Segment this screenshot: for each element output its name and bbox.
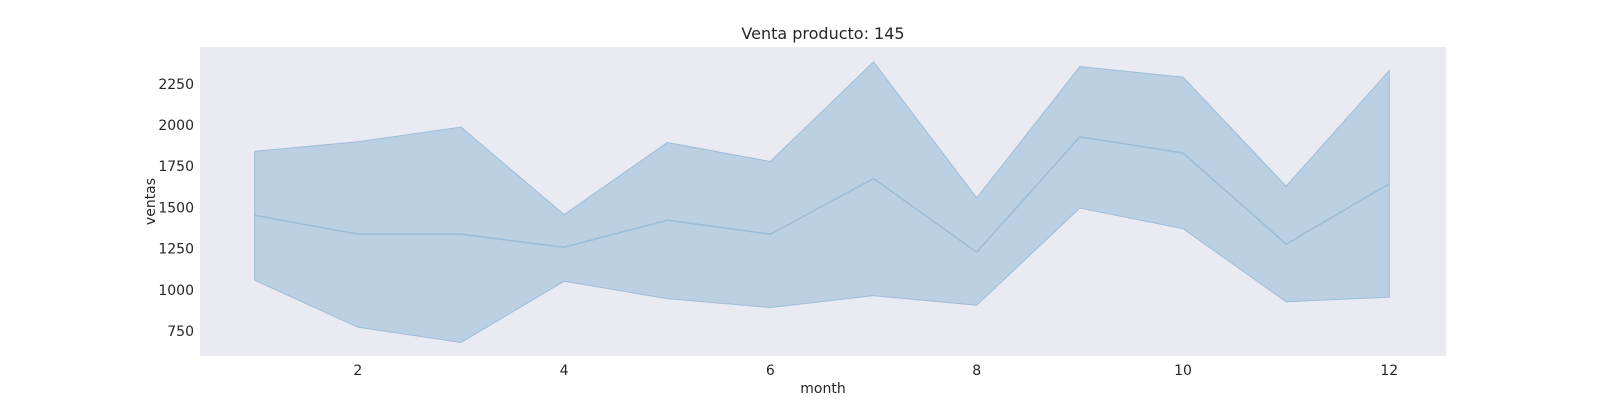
- x-tick-label: 12: [1380, 363, 1398, 379]
- y-tick-label: 2000: [158, 118, 194, 134]
- y-tick-label: 750: [167, 324, 194, 340]
- y-axis-label: ventas: [143, 178, 159, 225]
- x-axis-label: month: [800, 381, 845, 397]
- y-tick-label: 1500: [158, 200, 194, 216]
- confidence-band-0: [254, 61, 1390, 344]
- series-line-0: [254, 135, 1390, 254]
- x-tick-label: 8: [972, 363, 981, 379]
- confidence-band-layer: [254, 61, 1390, 344]
- y-tick-label: 1750: [158, 159, 194, 175]
- series-line-layer: [254, 135, 1390, 254]
- x-tick-label: 2: [353, 363, 362, 379]
- x-tick-label: 6: [766, 363, 775, 379]
- y-tick-label: 1000: [158, 283, 194, 299]
- y-axis-ticks: 750 1000 1250 1500 1750 2000 2250: [158, 77, 194, 340]
- x-tick-label: 4: [560, 363, 569, 379]
- x-tick-label: 10: [1174, 363, 1192, 379]
- y-tick-label: 1250: [158, 242, 194, 258]
- chart-title: Venta producto: 145: [741, 24, 904, 43]
- x-axis-ticks: 2 4 6 8 10 12: [353, 363, 1398, 379]
- y-tick-label: 2250: [158, 77, 194, 93]
